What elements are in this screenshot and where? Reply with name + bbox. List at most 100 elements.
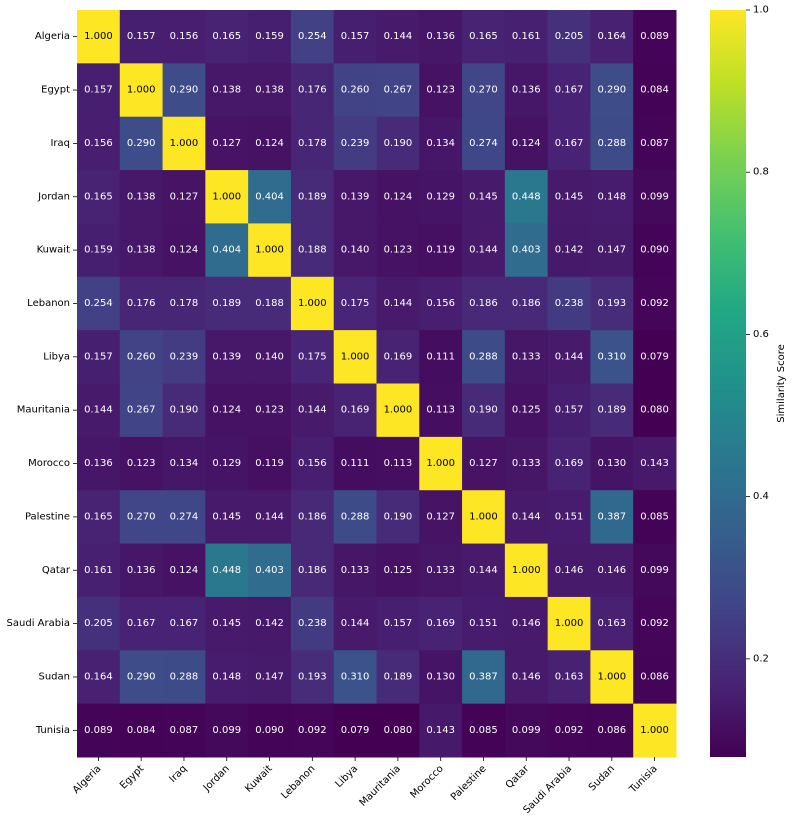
cell-value-label: 0.151 — [469, 618, 498, 629]
heatmap-cell-jordan-algeria — [77, 170, 121, 224]
heatmap-cell-saudi-arabia-jordan — [205, 596, 249, 651]
cell-value-label: 0.178 — [298, 138, 327, 149]
heatmap-cell-palestine-qatar — [504, 490, 549, 545]
cell-value-label: 0.165 — [469, 31, 498, 42]
cell-value-label: 0.188 — [298, 245, 327, 256]
heatmap-cell-jordan-iraq — [162, 170, 206, 224]
heatmap-cell-algeria-mauritania — [376, 10, 420, 64]
x-tick-label: Kuwait — [243, 763, 274, 794]
cell-value-label: 0.079 — [341, 725, 370, 736]
cell-value-label: 0.175 — [298, 351, 327, 362]
cell-value-label: 0.145 — [212, 618, 241, 629]
colorbar-tick-label: 0.8 — [753, 167, 769, 178]
cell-value-label: 0.138 — [127, 191, 156, 202]
y-tick-label: Kuwait — [37, 245, 70, 256]
heatmap-cell-lebanon-kuwait — [248, 276, 292, 331]
cell-value-label: 1.000 — [512, 565, 541, 576]
cell-value-label: 0.404 — [255, 191, 284, 202]
heatmap-cell-qatar-morocco — [419, 543, 463, 598]
cell-value-label: 0.288 — [341, 511, 370, 522]
cell-value-label: 0.143 — [640, 458, 669, 469]
heatmap-cell-mauritania-jordan — [205, 383, 249, 438]
heatmap-cell-qatar-kuwait — [248, 543, 292, 598]
cell-value-label: 0.129 — [426, 191, 455, 202]
cell-value-label: 0.157 — [555, 405, 584, 416]
colorbar-ticks: 0.2 0.4 0.6 0.8 1.0 — [746, 5, 769, 664]
cell-value-label: 0.144 — [512, 511, 541, 522]
cell-value-label: 0.139 — [212, 351, 241, 362]
cell-value-label: 0.387 — [598, 511, 627, 522]
heatmap-cell-algeria-sudan — [590, 10, 634, 64]
x-tick-label: Lebanon — [279, 763, 317, 801]
heatmap-cell-sudan-tunisia — [633, 650, 677, 705]
cell-value-label: 0.159 — [84, 245, 113, 256]
cell-value-label: 0.290 — [598, 85, 627, 96]
cell-value-label: 0.189 — [212, 298, 241, 309]
heatmap-cell-palestine-mauritania — [376, 490, 420, 545]
heatmap-cell-sudan-algeria — [77, 650, 121, 705]
cell-value-label: 0.290 — [170, 85, 199, 96]
y-tick-label: Egypt — [41, 85, 70, 96]
heatmap-cell-kuwait-libya — [333, 223, 377, 278]
heatmap-cell-lebanon-algeria — [77, 276, 121, 331]
heatmap-cell-iraq-mauritania — [376, 116, 420, 171]
colorbar-label: Similarity Score — [776, 344, 787, 422]
heatmap-cell-mauritania-tunisia — [633, 383, 677, 438]
cell-value-label: 0.167 — [127, 618, 156, 629]
cell-value-label: 0.085 — [640, 511, 669, 522]
heatmap-cell-sudan-lebanon — [290, 650, 335, 705]
cell-value-label: 0.147 — [255, 671, 284, 682]
cell-value-label: 0.157 — [384, 618, 413, 629]
cell-value-label: 0.157 — [84, 85, 113, 96]
cell-value-label: 0.123 — [127, 458, 156, 469]
heatmap-cell-palestine-iraq — [162, 490, 206, 545]
cell-value-label: 0.092 — [640, 298, 669, 309]
cell-value-label: 0.186 — [298, 511, 327, 522]
heatmap-cell-kuwait-sudan — [590, 223, 634, 278]
heatmap-cell-lebanon-lebanon — [290, 276, 335, 331]
heatmap-cell-libya-tunisia — [633, 330, 677, 384]
cell-value-label: 0.124 — [170, 245, 199, 256]
cell-value-label: 0.190 — [170, 405, 199, 416]
y-tick-label: Algeria — [35, 31, 70, 42]
heatmap-cell-algeria-morocco — [419, 10, 463, 64]
cell-value-label: 0.267 — [127, 405, 156, 416]
heatmap-cell-egypt-libya — [333, 63, 377, 118]
cell-value-label: 0.090 — [255, 725, 284, 736]
cell-value-label: 0.125 — [384, 565, 413, 576]
heatmap-cell-saudi-arabia-lebanon — [290, 596, 335, 651]
cell-value-label: 0.127 — [170, 191, 199, 202]
heatmap-cell-sudan-egypt — [119, 650, 164, 705]
heatmap-cell-algeria-saudi-arabia — [547, 10, 591, 64]
heatmap-cell-qatar-saudi-arabia — [547, 543, 591, 598]
cell-value-label: 0.270 — [127, 511, 156, 522]
heatmap-cell-libya-mauritania — [376, 330, 420, 384]
cell-value-label: 0.136 — [127, 565, 156, 576]
heatmap-cell-qatar-palestine — [462, 543, 506, 598]
cell-value-label: 0.140 — [341, 245, 370, 256]
heatmap-cell-tunisia-palestine — [462, 703, 506, 758]
cell-value-label: 0.130 — [426, 671, 455, 682]
cell-value-label: 0.144 — [469, 245, 498, 256]
cell-value-label: 0.167 — [170, 618, 199, 629]
cell-value-label: 0.176 — [298, 85, 327, 96]
cell-value-label: 0.140 — [255, 351, 284, 362]
heatmap-cell-qatar-iraq — [162, 543, 206, 598]
heatmap-cell-tunisia-iraq — [162, 703, 206, 758]
heatmap-cell-libya-saudi-arabia — [547, 330, 591, 384]
heatmap-cell-mauritania-sudan — [590, 383, 634, 438]
heatmap-cell-lebanon-iraq — [162, 276, 206, 331]
heatmap-cell-iraq-qatar — [504, 116, 549, 171]
heatmap-cell-mauritania-palestine — [462, 383, 506, 438]
heatmap-cell-saudi-arabia-palestine — [462, 596, 506, 651]
heatmap-cell-lebanon-tunisia — [633, 276, 677, 331]
cell-value-label: 0.133 — [512, 458, 541, 469]
heatmap-cell-mauritania-egypt — [119, 383, 164, 438]
heatmap-cell-morocco-egypt — [119, 436, 164, 491]
cell-value-label: 0.156 — [298, 458, 327, 469]
heatmap-cell-mauritania-saudi-arabia — [547, 383, 591, 438]
cell-value-label: 0.186 — [469, 298, 498, 309]
heatmap-cell-tunisia-jordan — [205, 703, 249, 758]
cell-value-label: 0.178 — [170, 298, 199, 309]
heatmap-cell-sudan-qatar — [504, 650, 549, 705]
